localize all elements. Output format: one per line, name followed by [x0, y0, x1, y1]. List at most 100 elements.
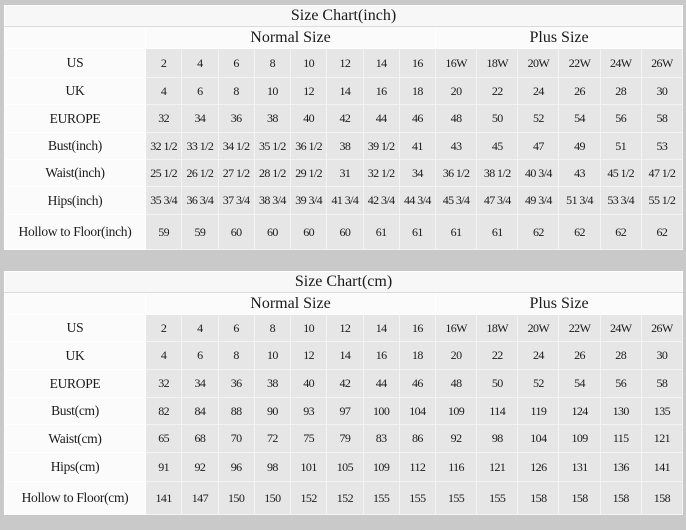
- size-cell: 155: [362, 481, 400, 515]
- size-cell: 72: [253, 424, 292, 453]
- size-cell: 33 1/2: [181, 132, 219, 160]
- row-label: US: [4, 48, 146, 78]
- size-table: Size Chart(inch) Normal Size Plus Size US 2 4…: [3, 5, 684, 250]
- size-cell: 141: [144, 481, 183, 515]
- table-row: UK 4 6 8 10 12 14 16 18 20 22 24 26 28 30: [4, 77, 684, 105]
- size-cell: 61: [434, 214, 478, 250]
- size-cell: 32: [144, 369, 183, 398]
- size-cell: 18: [398, 77, 437, 105]
- size-cell: 22W: [558, 314, 601, 342]
- size-cell: 16: [398, 48, 437, 78]
- size-cell: 12: [289, 341, 328, 370]
- empty-corner: [4, 26, 146, 49]
- size-cell: 62: [640, 214, 684, 250]
- size-cell: 124: [558, 397, 601, 425]
- size-cell: 58: [640, 104, 684, 133]
- table-row: Waist(cm) 65 68 70 72 75 79 83 86 92 98 104 109 115 12…: [4, 424, 684, 453]
- size-cell: 16: [362, 341, 400, 370]
- size-cell: 40: [289, 104, 328, 133]
- table-row: Hollow to Floor(cm) 141 147 150 150 152 152 155…: [4, 481, 684, 515]
- size-cell: 55 1/2: [640, 186, 684, 215]
- size-cell: 49 3/4: [517, 186, 560, 215]
- size-cell: 35 3/4: [144, 186, 183, 215]
- size-cell: 141: [640, 452, 684, 482]
- size-cell: 32 1/2: [362, 159, 400, 187]
- size-cell: 4: [144, 77, 183, 105]
- size-cell: 47 1/2: [640, 159, 684, 187]
- size-cell: 104: [517, 424, 560, 453]
- size-cell: 2: [144, 314, 183, 342]
- chart-title: Size Chart(inch): [3, 5, 684, 27]
- size-cell: 79: [326, 424, 364, 453]
- size-cell: 82: [144, 397, 183, 425]
- size-cell: 36 3/4: [181, 186, 219, 215]
- size-cell: 119: [517, 397, 560, 425]
- table-row: US 2 4 6 8 10 12 14 16 16W 18W 20W 22W 24W 26W: [4, 48, 684, 78]
- size-cell: 53: [640, 132, 684, 160]
- size-cell: 34: [398, 159, 437, 187]
- size-cell: 6: [217, 48, 255, 78]
- size-cell: 44: [362, 369, 400, 398]
- size-cell: 6: [181, 77, 219, 105]
- size-cell: 105: [326, 452, 364, 482]
- row-label: Bust(cm): [4, 397, 146, 425]
- size-cell: 48: [434, 369, 478, 398]
- chart-title: Size Chart(cm): [3, 271, 684, 293]
- size-cell: 26W: [640, 314, 684, 342]
- size-cell: 109: [558, 424, 601, 453]
- size-cell: 61: [398, 214, 437, 250]
- size-cell: 22: [476, 341, 519, 370]
- size-cell: 10: [289, 314, 328, 342]
- row-label: UK: [4, 341, 146, 370]
- size-cell: 28 1/2: [253, 159, 292, 187]
- group-header-normal: Normal Size: [145, 26, 436, 49]
- size-cell: 109: [434, 397, 478, 425]
- size-cell: 36 1/2: [289, 132, 328, 160]
- size-cell: 14: [326, 341, 364, 370]
- size-cell: 25 1/2: [144, 159, 183, 187]
- size-cell: 22: [476, 77, 519, 105]
- size-cell: 45 1/2: [599, 159, 642, 187]
- size-cell: 6: [217, 314, 255, 342]
- size-cell: 130: [599, 397, 642, 425]
- size-cell: 44: [362, 104, 400, 133]
- size-cell: 155: [476, 481, 519, 515]
- size-cell: 20W: [517, 48, 560, 78]
- size-cell: 116: [434, 452, 478, 482]
- size-cell: 52: [517, 369, 560, 398]
- table-row: US 2 4 6 8 10 12 14 16 16W 18W 20W 22W 24W 26W: [4, 314, 684, 342]
- size-cell: 4: [181, 314, 219, 342]
- size-cell: 92: [181, 452, 219, 482]
- size-cell: 60: [289, 214, 328, 250]
- size-cell: 98: [253, 452, 292, 482]
- size-cell: 34: [181, 104, 219, 133]
- size-cell: 20: [434, 77, 478, 105]
- size-cell: 60: [253, 214, 292, 250]
- empty-corner: [4, 292, 146, 315]
- size-cell: 112: [398, 452, 437, 482]
- row-label: EUROPE: [4, 369, 146, 398]
- size-cell: 12: [289, 77, 328, 105]
- size-cell: 10: [253, 77, 292, 105]
- size-cell: 100: [362, 397, 400, 425]
- size-cell: 152: [289, 481, 328, 515]
- size-cell: 58: [640, 369, 684, 398]
- table-row: Waist(inch) 25 1/2 26 1/2 27 1/2 28 1/2 29 1/…: [4, 159, 684, 187]
- size-cell: 62: [599, 214, 642, 250]
- size-cell: 61: [362, 214, 400, 250]
- size-cell: 38: [326, 132, 364, 160]
- size-cell: 50: [476, 104, 519, 133]
- size-cell: 53 3/4: [599, 186, 642, 215]
- size-cell: 8: [253, 314, 292, 342]
- size-cell: 42: [326, 104, 364, 133]
- size-cell: 46: [398, 104, 437, 133]
- size-cell: 18: [398, 341, 437, 370]
- size-cell: 41: [398, 132, 437, 160]
- size-cell: 92: [434, 424, 478, 453]
- size-cell: 14: [362, 48, 400, 78]
- size-cell: 45: [476, 132, 519, 160]
- size-cell: 56: [599, 104, 642, 133]
- size-cell: 88: [217, 397, 255, 425]
- size-cell: 43: [434, 132, 478, 160]
- size-cell: 26: [558, 341, 601, 370]
